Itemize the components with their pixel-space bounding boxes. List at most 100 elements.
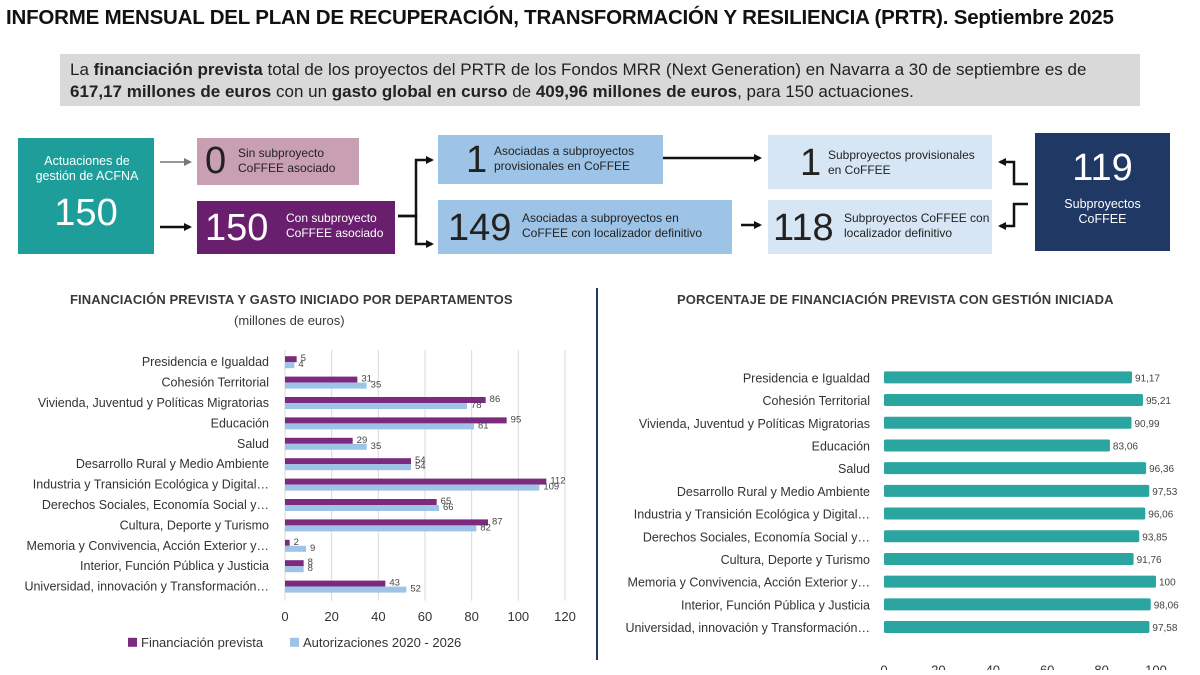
x-tick-label: 60 <box>1040 662 1054 670</box>
arrow-from-subproyectos-prov <box>998 158 1028 186</box>
def-assoc-box: 149 Asociadas a subproyectos en CoFFEE c… <box>438 200 732 254</box>
data-label-autorizaciones: 66 <box>443 502 454 513</box>
bar-autorizaciones <box>285 403 467 409</box>
summary-bold-2: 617,17 millones de euros <box>70 82 272 101</box>
category-label: Memoria y Convivencia, Acción Exterior y… <box>27 539 269 553</box>
summary-text-5: , para 150 actuaciones. <box>737 82 914 101</box>
data-label-porcentaje: 96,06 <box>1148 510 1173 521</box>
bar-financiacion <box>285 499 437 505</box>
subproyectos-box: 119 Subproyectos CoFFEE <box>1035 133 1170 251</box>
x-tick-label: 40 <box>371 609 385 624</box>
def-assoc-label: Asociadas a subproyectos en CoFFEE con l… <box>522 211 703 240</box>
data-label-financiacion: 8 <box>308 557 313 568</box>
bar-financiacion <box>285 437 353 444</box>
data-label-porcentaje: 98,06 <box>1154 600 1179 611</box>
bar-porcentaje <box>884 575 1156 588</box>
x-tick-label: 60 <box>418 609 432 624</box>
bar-financiacion <box>285 478 547 485</box>
data-label-autorizaciones: 109 <box>543 482 559 493</box>
data-label-autorizaciones: 54 <box>415 461 426 472</box>
data-label-porcentaje: 97,53 <box>1152 487 1177 498</box>
data-label-financiacion: 95 <box>511 414 522 425</box>
arrow-to-def-assoc <box>398 214 434 248</box>
data-label-financiacion: 86 <box>490 394 501 405</box>
bar-financiacion <box>285 376 358 383</box>
data-label-porcentaje: 96,36 <box>1149 464 1174 475</box>
bar-porcentaje <box>884 507 1146 520</box>
sub-prov-value: 1 <box>800 142 822 184</box>
category-label: Universidad, innovación y Transformación… <box>625 621 870 635</box>
legend-swatch-financiacion <box>128 637 137 647</box>
x-tick-label: 120 <box>554 609 576 624</box>
bar-autorizaciones <box>285 443 367 450</box>
chart1-subtitle: (millones de euros) <box>234 313 345 328</box>
category-label: Interior, Función Pública y Justicia <box>80 559 269 573</box>
x-tick-label: 0 <box>880 662 887 670</box>
sin-value: 0 <box>205 140 227 182</box>
bar-financiacion <box>285 458 411 465</box>
bar-financiacion <box>285 397 486 403</box>
category-label: Universidad, innovación y Transformación… <box>24 580 269 594</box>
data-label-porcentaje: 93,85 <box>1142 532 1167 543</box>
category-label: Memoria y Convivencia, Acción Exterior y… <box>628 576 870 590</box>
summary-text-1: La <box>70 60 94 79</box>
summary-text-3: con un <box>271 82 332 101</box>
data-label-financiacion: 54 <box>415 455 426 466</box>
data-label-financiacion: 31 <box>361 374 372 385</box>
x-tick-label: 100 <box>1145 662 1167 670</box>
subproyectos-label: Subproyectos CoFFEE <box>1064 197 1141 226</box>
bar-porcentaje <box>884 462 1147 475</box>
x-tick-label: 0 <box>281 609 288 624</box>
sub-def-box: 118 Subproyectos CoFFEE con localizador … <box>768 200 992 254</box>
data-label-autorizaciones: 78 <box>471 400 482 411</box>
category-label: Cultura, Deporte y Turismo <box>721 553 870 567</box>
con-subproyecto-box: 150 Con subproyecto CoFFEE asociado <box>197 201 395 254</box>
prov-assoc-box: 1 Asociadas a subproyectos provisionales… <box>438 135 663 184</box>
data-label-porcentaje: 90,99 <box>1134 419 1159 430</box>
bar-autorizaciones <box>285 464 411 471</box>
legend-swatch-autorizaciones <box>290 637 299 647</box>
prov-assoc-value: 1 <box>466 139 488 181</box>
bar-financiacion <box>285 539 290 546</box>
sub-prov-box: 1 Subproyectos provisionales en CoFFEE <box>768 135 992 189</box>
data-label-porcentaje: 100 <box>1159 578 1176 589</box>
sub-def-value: 118 <box>773 207 834 249</box>
page-title: INFORME MENSUAL DEL PLAN DE RECUPERACIÓN… <box>6 6 1114 29</box>
bar-porcentaje <box>884 598 1151 611</box>
bar-porcentaje <box>884 552 1134 565</box>
sin-subproyecto-box: 0 Sin subproyecto CoFFEE asociado <box>197 138 359 185</box>
chart2-porcentaje-gestion: 0 20 40 60 80 100 Presidencia e Igualdad 91,17 C… <box>625 371 1179 670</box>
actuaciones-box: Actuaciones de gestión de ACFNA 150 <box>18 138 154 254</box>
category-label: Cohesión Territorial <box>162 376 269 390</box>
bar-autorizaciones <box>285 525 477 532</box>
bar-autorizaciones <box>285 362 295 369</box>
x-tick-label: 80 <box>1094 662 1108 670</box>
data-label-porcentaje: 91,76 <box>1137 555 1162 566</box>
bar-autorizaciones <box>285 382 367 389</box>
bar-financiacion <box>285 580 386 587</box>
legend-label-autorizaciones: Autorizaciones 2020 - 2026 <box>303 635 461 650</box>
actuaciones-value: 150 <box>54 192 118 234</box>
bar-porcentaje <box>884 530 1140 543</box>
category-label: Desarrollo Rural y Medio Ambiente <box>677 485 870 499</box>
bar-autorizaciones <box>285 423 474 430</box>
chart1-financiacion-gasto: 0 20 40 60 80 100 120 Presidencia e Igualdad 54 C… <box>24 350 576 650</box>
category-label: Vivienda, Juventud y Políticas Migratori… <box>38 396 269 410</box>
category-label: Cohesión Territorial <box>763 394 870 408</box>
x-tick-label: 40 <box>986 662 1000 670</box>
bar-porcentaje <box>884 416 1132 429</box>
data-label-porcentaje: 97,58 <box>1152 623 1177 634</box>
x-tick-label: 80 <box>464 609 478 624</box>
bar-porcentaje <box>884 484 1150 497</box>
bar-autorizaciones <box>285 505 439 511</box>
category-label: Cultura, Deporte y Turismo <box>120 518 269 532</box>
data-label-financiacion: 5 <box>301 353 306 364</box>
bar-financiacion <box>285 519 488 526</box>
def-assoc-value: 149 <box>448 207 512 249</box>
data-label-porcentaje: 91,17 <box>1135 373 1160 384</box>
summary-box: La financiación prevista total de los pr… <box>60 54 1140 106</box>
con-label: Con subproyecto CoFFEE asociado <box>286 211 384 240</box>
sub-prov-label: Subproyectos provisionales en CoFFEE <box>828 148 975 177</box>
actuaciones-label: Actuaciones de gestión de ACFNA <box>35 154 139 183</box>
category-label: Derechos Sociales, Economía Social y… <box>643 530 870 544</box>
